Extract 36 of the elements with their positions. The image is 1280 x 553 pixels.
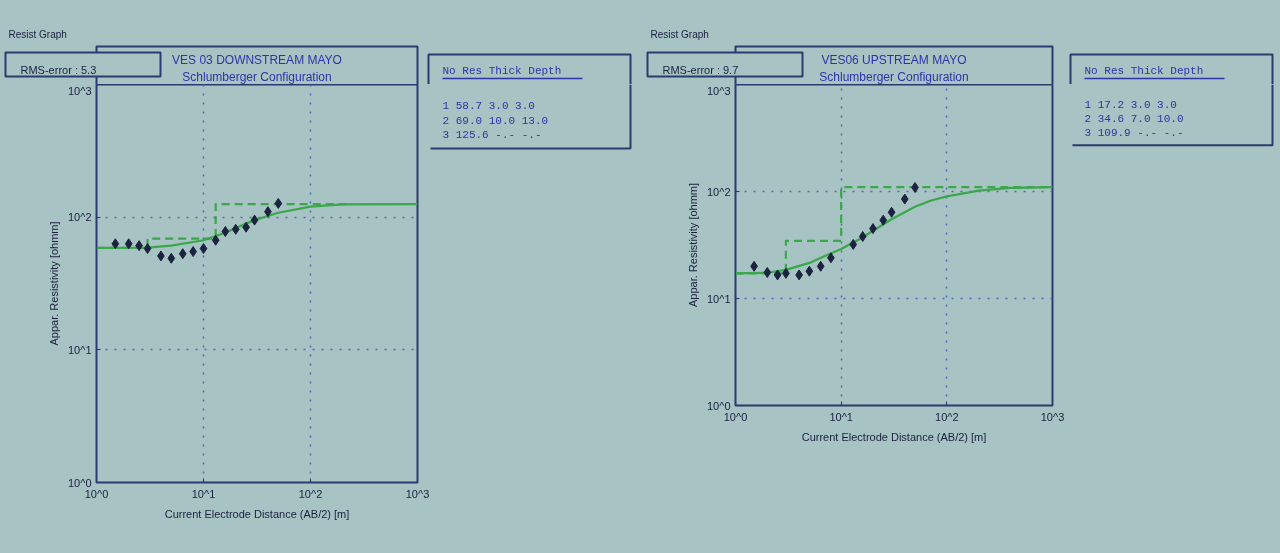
- x-tick-label: 10^1: [191, 487, 216, 500]
- text: No Res Thick Depth: [1084, 64, 1204, 77]
- text: 2 69.0 10.0 13.0: [442, 114, 549, 127]
- text: RMS-error : 9.7: [662, 63, 739, 76]
- x-tick-label: 10^0: [84, 487, 109, 500]
- y-tick-label: 10^3: [67, 84, 92, 97]
- text: Resist Graph: [8, 29, 67, 40]
- y-tick-label: 10^0: [706, 399, 731, 412]
- text: 3 109.9 -.- -.-: [1084, 126, 1184, 139]
- text: 3 125.6 -.- -.-: [442, 129, 542, 142]
- x-tick-label: 10^2: [298, 487, 323, 500]
- y-axis-title: Appar. Resistivity [ohmm]: [47, 221, 60, 346]
- text: No Res Thick Depth: [442, 64, 562, 77]
- y-tick-label: 10^1: [67, 343, 92, 356]
- y-tick-label: 10^1: [706, 292, 731, 305]
- x-tick-label: 10^3: [405, 487, 430, 500]
- chart-title: VES 03 DOWNSTREAM MAYO: [172, 52, 342, 67]
- text: 1 58.7 3.0 3.0: [442, 99, 535, 112]
- y-tick-label: 10^2: [67, 211, 92, 224]
- x-axis-title: Current Electrode Distance (AB/2) [m]: [164, 507, 350, 520]
- chart-subtitle: Schlumberger Configuration: [182, 69, 332, 84]
- x-tick-label: 10^2: [935, 410, 959, 423]
- text: 2 34.6 7.0 10.0: [1084, 112, 1184, 125]
- y-tick-label: 10^2: [706, 185, 731, 198]
- text: 1 17.2 3.0 3.0: [1084, 98, 1177, 111]
- y-tick-label: 10^0: [67, 476, 92, 489]
- x-tick-label: 10^0: [723, 410, 748, 423]
- y-axis-title: Appar. Resistivity [ohmm]: [686, 182, 699, 308]
- text: Resist Graph: [650, 29, 709, 40]
- x-tick-label: 10^3: [1040, 410, 1065, 423]
- x-axis-title: Current Electrode Distance (AB/2) [m]: [801, 430, 987, 443]
- chart-subtitle: Schlumberger Configuration: [819, 69, 969, 84]
- x-tick-label: 10^1: [829, 410, 853, 423]
- y-tick-label: 10^3: [706, 84, 731, 97]
- text: RMS-error : 5.3: [20, 63, 97, 76]
- chart-title: VES06 UPSTREAM MAYO: [821, 52, 967, 67]
